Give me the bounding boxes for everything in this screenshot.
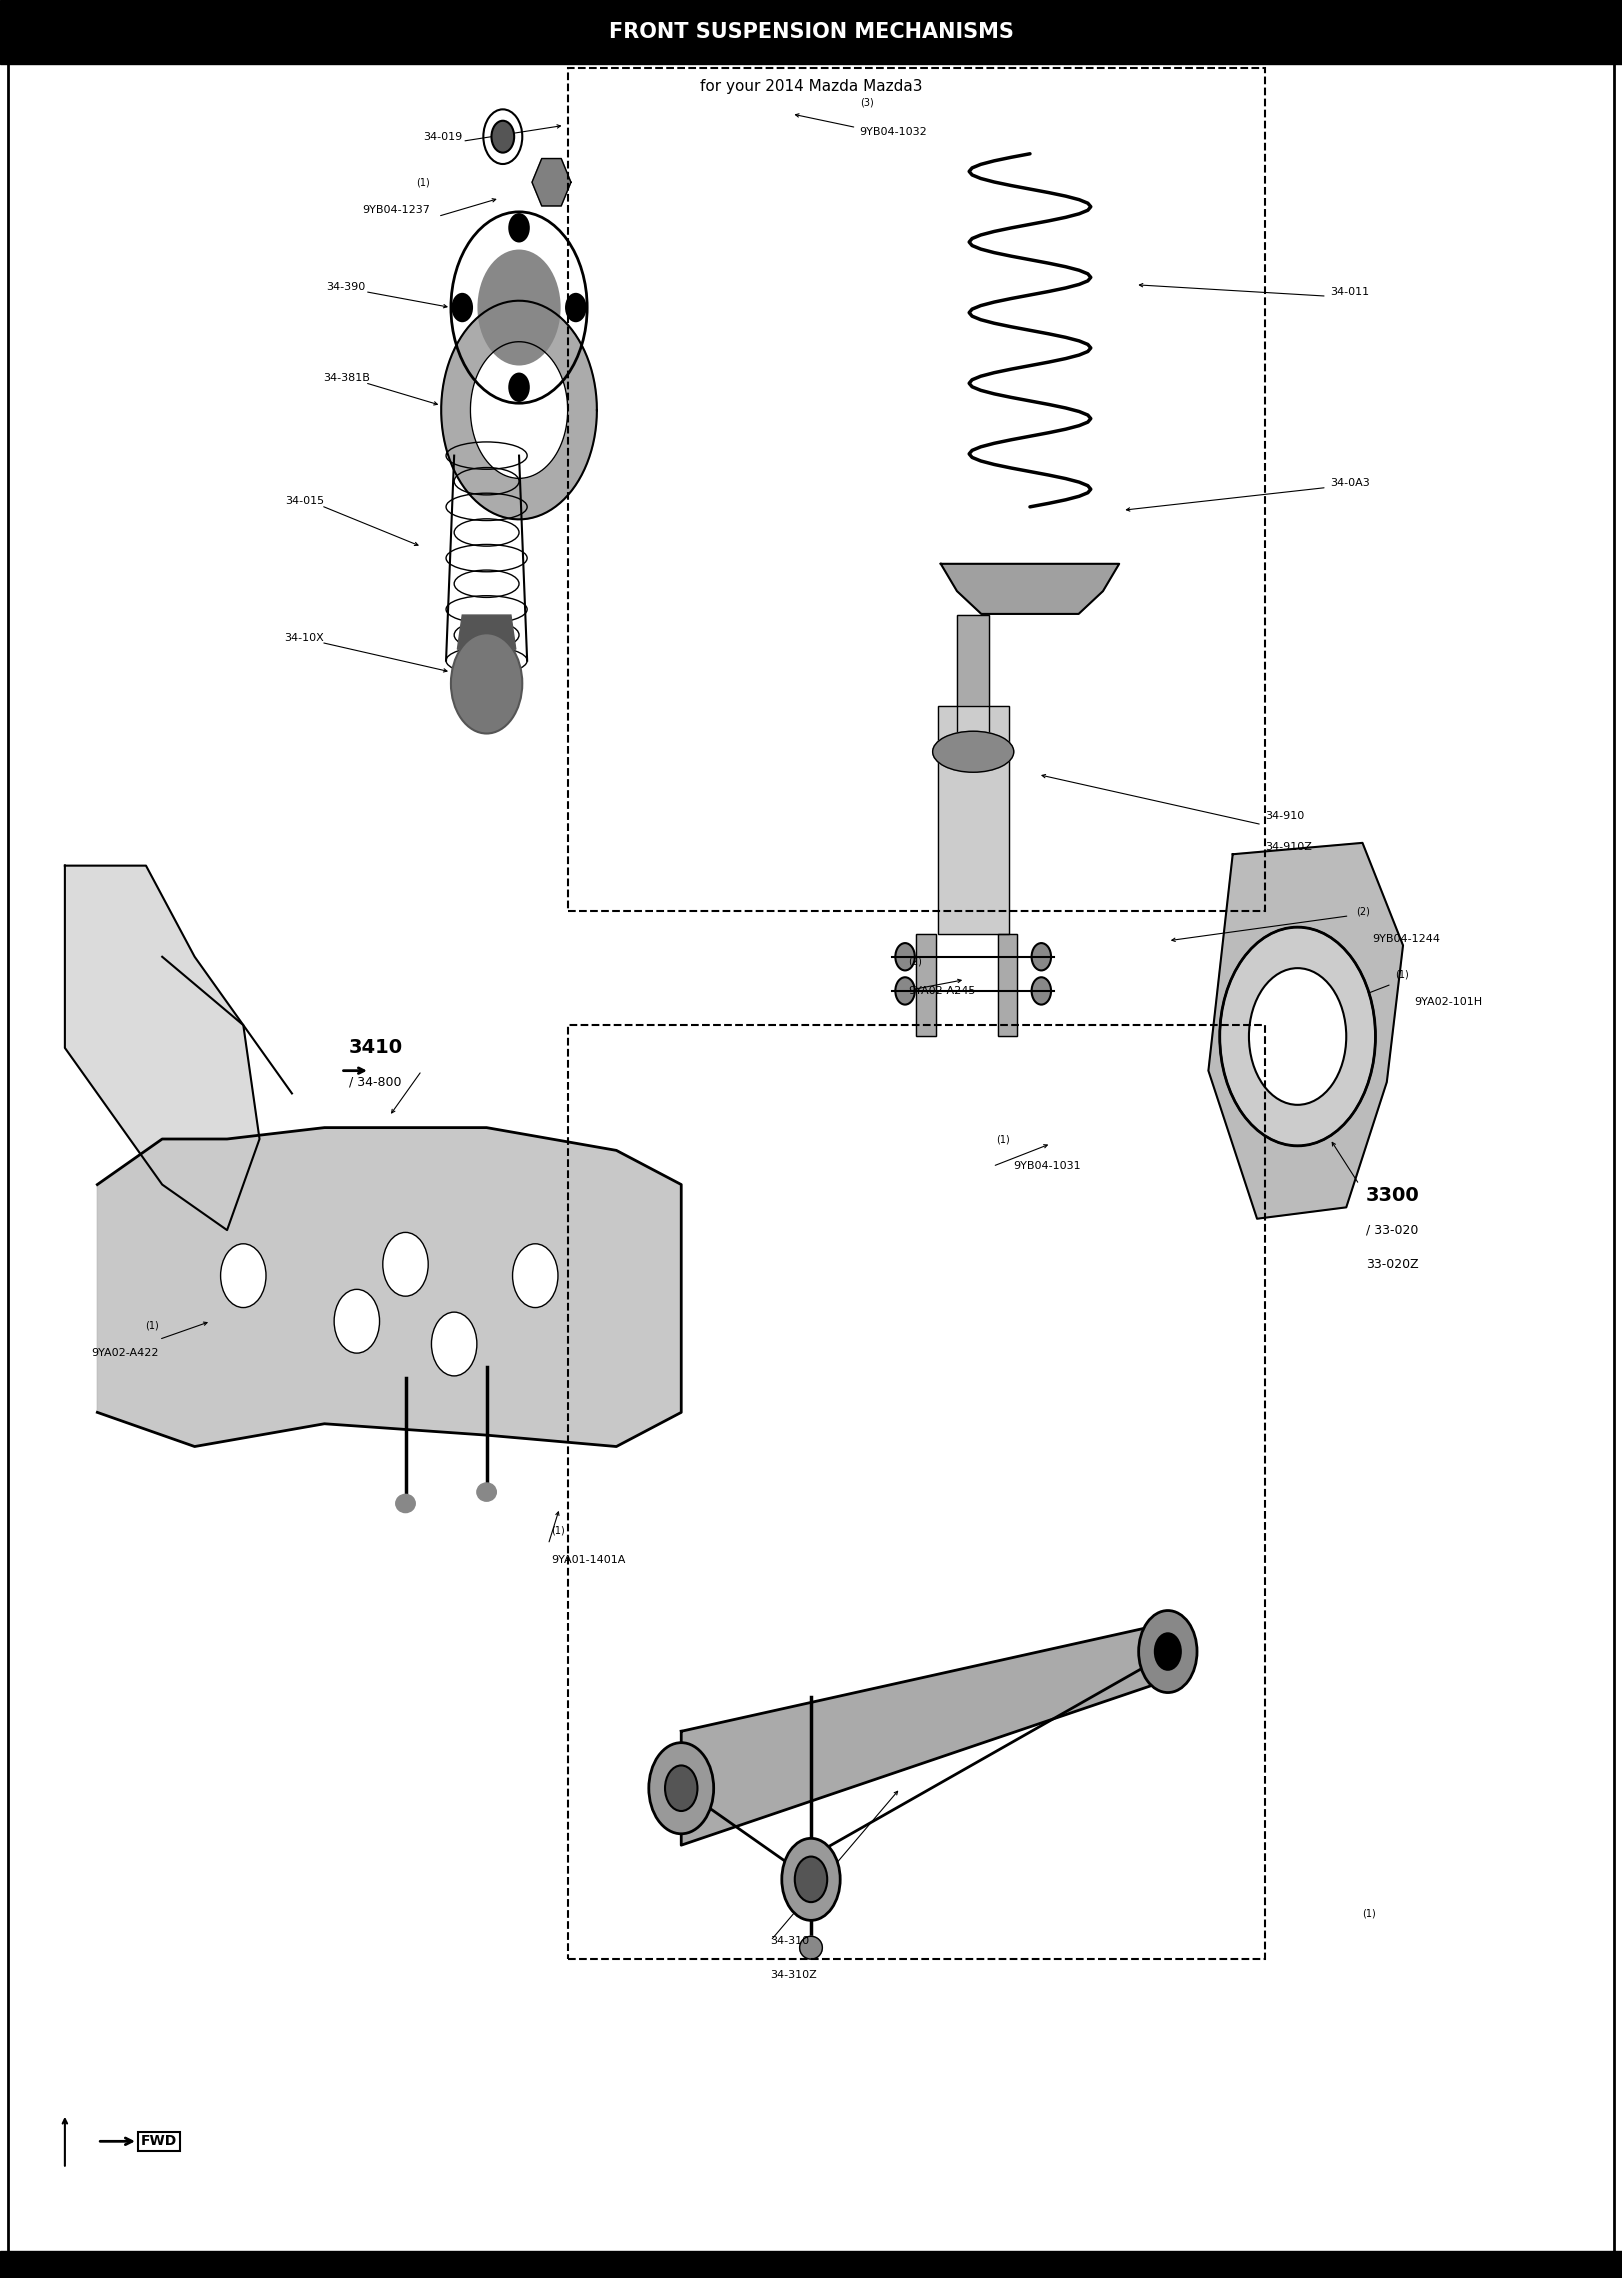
Text: 34-310: 34-310 bbox=[770, 1936, 809, 1945]
Circle shape bbox=[383, 1232, 428, 1296]
Text: 3300: 3300 bbox=[1366, 1187, 1419, 1205]
Bar bbox=[938, 706, 1009, 934]
Text: 34-019: 34-019 bbox=[423, 132, 462, 141]
Circle shape bbox=[795, 1857, 827, 1902]
Circle shape bbox=[513, 1244, 558, 1308]
Text: 9YB04-1031: 9YB04-1031 bbox=[1014, 1162, 1082, 1171]
Circle shape bbox=[1032, 977, 1051, 1005]
Text: 34-390: 34-390 bbox=[326, 282, 365, 292]
Bar bbox=[938, 706, 1009, 934]
Text: FRONT SUSPENSION MECHANISMS: FRONT SUSPENSION MECHANISMS bbox=[608, 23, 1014, 41]
Polygon shape bbox=[941, 565, 1119, 615]
Bar bbox=[0, 0, 1622, 64]
Polygon shape bbox=[65, 866, 260, 1230]
Circle shape bbox=[509, 214, 529, 241]
Circle shape bbox=[1155, 1633, 1181, 1670]
Circle shape bbox=[453, 294, 472, 321]
Text: 9YA02-A422: 9YA02-A422 bbox=[91, 1349, 159, 1358]
Bar bbox=[568, 1025, 1265, 1959]
Circle shape bbox=[895, 977, 915, 1005]
Text: for your 2014 Mazda Mazda3: for your 2014 Mazda Mazda3 bbox=[699, 80, 923, 93]
Text: / 33-020: / 33-020 bbox=[1366, 1223, 1418, 1237]
Text: (1): (1) bbox=[146, 1321, 159, 1330]
Text: (1): (1) bbox=[417, 178, 430, 187]
Text: 34-0A3: 34-0A3 bbox=[1330, 478, 1371, 487]
Circle shape bbox=[782, 1838, 840, 1920]
Circle shape bbox=[451, 633, 522, 734]
Text: FWD: FWD bbox=[141, 2134, 177, 2148]
Text: 34-011: 34-011 bbox=[1330, 287, 1369, 296]
Circle shape bbox=[1220, 927, 1375, 1146]
Text: (2): (2) bbox=[908, 957, 923, 966]
Text: (1): (1) bbox=[551, 1526, 564, 1535]
Bar bbox=[0, 2251, 1622, 2278]
Bar bbox=[957, 615, 989, 752]
Circle shape bbox=[649, 1743, 714, 1834]
Circle shape bbox=[509, 374, 529, 401]
Text: 33-020Z: 33-020Z bbox=[1366, 1257, 1418, 1271]
Ellipse shape bbox=[800, 1936, 822, 1959]
Bar bbox=[568, 68, 1265, 911]
FancyArrowPatch shape bbox=[63, 2119, 67, 2166]
Text: 34-910Z: 34-910Z bbox=[1265, 843, 1312, 852]
Text: (2): (2) bbox=[1356, 907, 1371, 916]
Circle shape bbox=[334, 1289, 380, 1353]
Text: 9YB04-1244: 9YB04-1244 bbox=[1372, 934, 1440, 943]
Circle shape bbox=[1249, 968, 1346, 1105]
Text: 9YA01-1401A: 9YA01-1401A bbox=[551, 1556, 626, 1565]
Polygon shape bbox=[441, 301, 597, 519]
Text: (1): (1) bbox=[1362, 1909, 1375, 1918]
Polygon shape bbox=[532, 159, 571, 205]
Circle shape bbox=[431, 1312, 477, 1376]
Bar bbox=[998, 934, 1017, 1036]
Polygon shape bbox=[457, 615, 516, 649]
Ellipse shape bbox=[396, 1494, 415, 1513]
Bar bbox=[916, 934, 936, 1036]
Circle shape bbox=[566, 294, 586, 321]
Ellipse shape bbox=[477, 1483, 496, 1501]
Circle shape bbox=[221, 1244, 266, 1308]
Text: 3410: 3410 bbox=[349, 1039, 402, 1057]
Text: (3): (3) bbox=[860, 98, 873, 107]
Text: 9YB04-1032: 9YB04-1032 bbox=[860, 128, 928, 137]
Circle shape bbox=[895, 943, 915, 970]
Circle shape bbox=[491, 121, 514, 153]
Circle shape bbox=[1032, 943, 1051, 970]
Text: 9YB04-1237: 9YB04-1237 bbox=[362, 205, 430, 214]
Circle shape bbox=[1139, 1611, 1197, 1693]
Text: 34-10X: 34-10X bbox=[284, 633, 324, 642]
Polygon shape bbox=[470, 342, 568, 478]
Bar bbox=[957, 615, 989, 752]
Bar bbox=[998, 934, 1017, 1036]
Polygon shape bbox=[97, 1128, 681, 1447]
Ellipse shape bbox=[933, 731, 1014, 772]
Polygon shape bbox=[1208, 843, 1403, 1219]
Text: (1): (1) bbox=[996, 1134, 1009, 1144]
Polygon shape bbox=[681, 1622, 1168, 1845]
Circle shape bbox=[478, 251, 560, 364]
Text: 34-310Z: 34-310Z bbox=[770, 1970, 817, 1980]
Text: 9YA02-A245: 9YA02-A245 bbox=[908, 986, 976, 995]
Text: 34-910: 34-910 bbox=[1265, 811, 1304, 820]
Text: / 34-800: / 34-800 bbox=[349, 1075, 401, 1089]
Text: (1): (1) bbox=[1395, 970, 1408, 980]
Text: 34-015: 34-015 bbox=[285, 497, 324, 506]
Bar bbox=[916, 934, 936, 1036]
Text: 34-381B: 34-381B bbox=[323, 374, 370, 383]
Text: 9YA02-101H: 9YA02-101H bbox=[1414, 998, 1483, 1007]
Circle shape bbox=[665, 1765, 697, 1811]
